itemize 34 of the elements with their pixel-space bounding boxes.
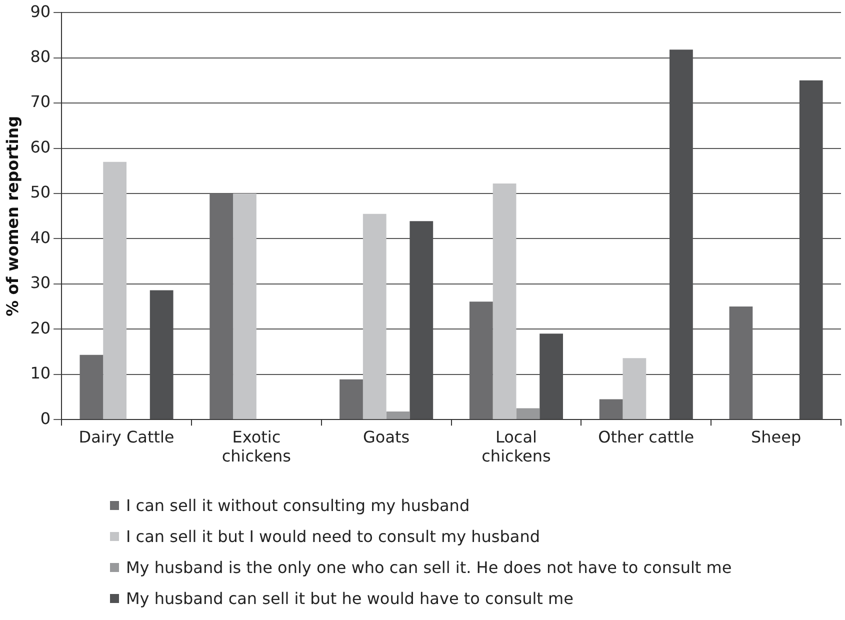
y-tick-label: 40 <box>30 228 51 247</box>
bar <box>210 193 234 420</box>
bar <box>516 408 540 420</box>
legend-label: I can sell it but I would need to consult my husband <box>125 526 541 548</box>
y-tick-label: 50 <box>30 182 51 202</box>
y-tick-label: 10 <box>30 364 51 383</box>
y-tick-label: 70 <box>30 92 51 112</box>
legend-label: My husband can sell it but he would have to consult me <box>125 588 574 610</box>
bar <box>362 214 386 420</box>
y-axis-title: % of women reporting <box>2 116 22 316</box>
bar <box>80 354 104 420</box>
y-tick-label: 80 <box>30 46 51 66</box>
x-tick-label: Sheep <box>750 427 802 446</box>
x-tick-label: Exotic chickens <box>222 427 292 466</box>
bar <box>340 379 363 420</box>
legend-label: I can sell it without consulting my husband <box>125 495 471 517</box>
legend-label: My husband is the only one who can sell it. He does not have to consult me <box>125 557 732 579</box>
bar <box>492 184 516 420</box>
y-tick-label: 20 <box>30 318 51 338</box>
bar <box>103 162 127 420</box>
x-tick-label: Dairy Cattle <box>78 427 174 446</box>
bar <box>622 358 646 420</box>
bar <box>386 411 410 420</box>
y-tick-label: 90 <box>30 2 51 21</box>
y-tick-label: 60 <box>30 137 51 156</box>
bar <box>599 399 623 420</box>
x-tick-label: Local chickens <box>482 427 551 466</box>
y-tick-label: 30 <box>30 273 51 292</box>
bar <box>729 306 753 420</box>
bar <box>469 302 493 420</box>
x-tick-label: Goats <box>363 427 410 446</box>
bar <box>233 193 256 420</box>
x-tick-label: Other cattle <box>598 427 694 446</box>
y-tick-label: 0 <box>40 408 51 428</box>
